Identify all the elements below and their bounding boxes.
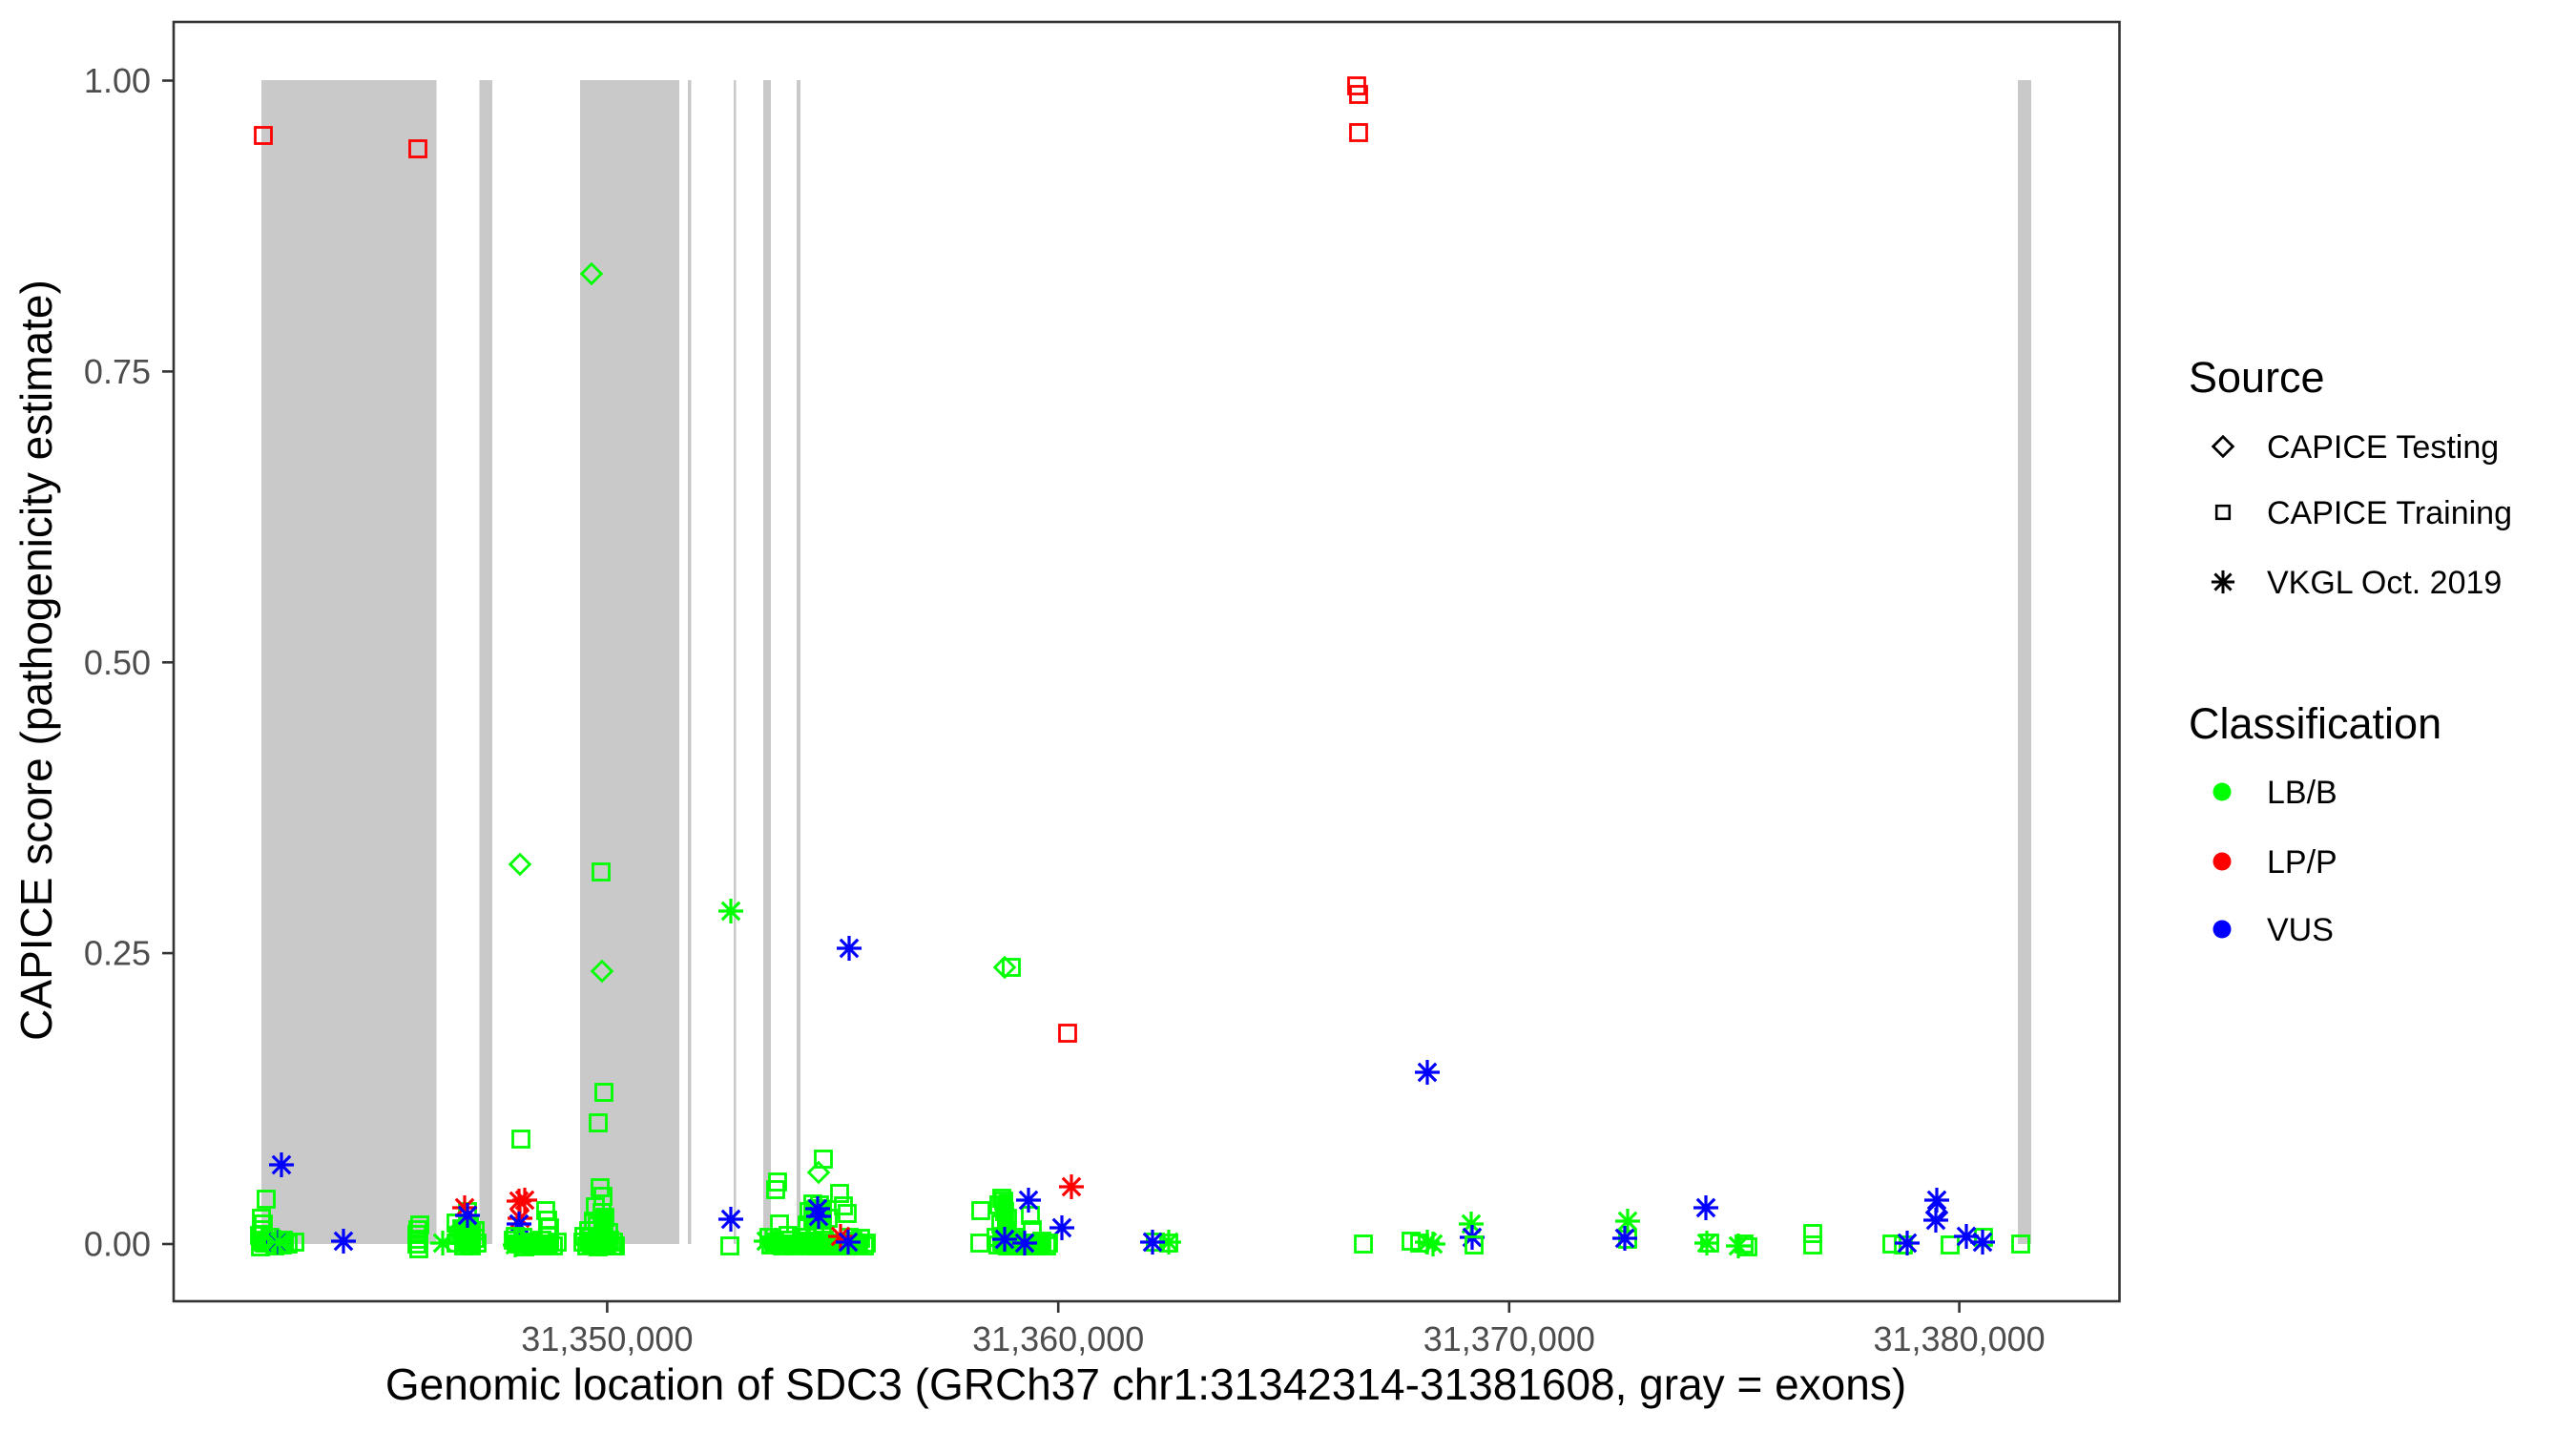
svg-text:0.75: 0.75 <box>84 352 151 391</box>
svg-text:0.25: 0.25 <box>84 934 151 973</box>
svg-text:VKGL Oct. 2019: VKGL Oct. 2019 <box>2267 565 2502 601</box>
svg-text:CAPICE score (pathogenicity es: CAPICE score (pathogenicity estimate) <box>11 280 61 1041</box>
svg-text:31,350,000: 31,350,000 <box>521 1319 693 1358</box>
svg-text:CAPICE Training: CAPICE Training <box>2267 495 2512 531</box>
svg-text:Genomic location of SDC3 (GRCh: Genomic location of SDC3 (GRCh37 chr1:31… <box>385 1359 1906 1409</box>
svg-text:0.50: 0.50 <box>84 643 151 682</box>
svg-text:LB/B: LB/B <box>2267 775 2337 811</box>
svg-text:Classification: Classification <box>2189 699 2441 748</box>
svg-text:31,370,000: 31,370,000 <box>1423 1319 1595 1358</box>
svg-text:1.00: 1.00 <box>84 61 151 100</box>
svg-text:VUS: VUS <box>2267 912 2334 948</box>
svg-text:31,380,000: 31,380,000 <box>1874 1319 2046 1358</box>
svg-text:31,360,000: 31,360,000 <box>972 1319 1144 1358</box>
svg-text:Source: Source <box>2189 353 2325 402</box>
svg-text:CAPICE Testing: CAPICE Testing <box>2267 429 2499 466</box>
svg-text:0.00: 0.00 <box>84 1225 151 1264</box>
svg-text:LP/P: LP/P <box>2267 844 2337 881</box>
